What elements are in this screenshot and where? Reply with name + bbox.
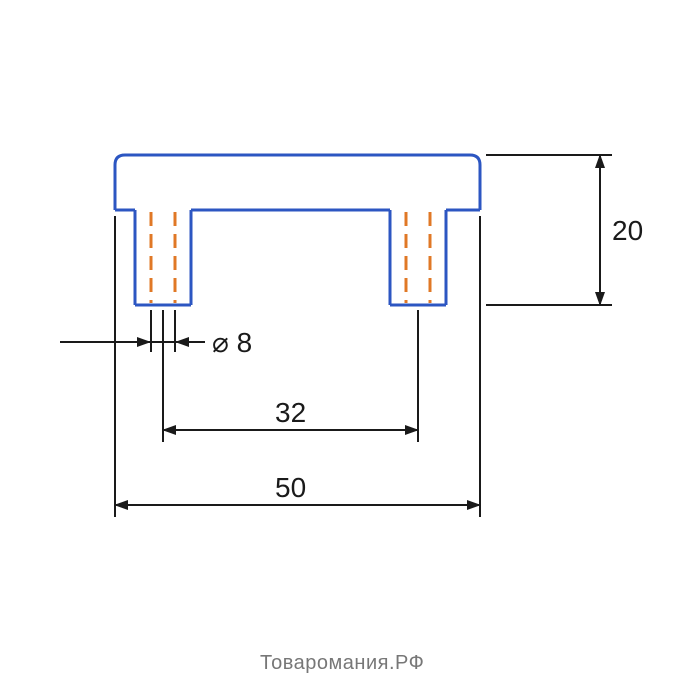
- dim-height-text: 20: [612, 215, 643, 246]
- part-outline: [115, 155, 480, 305]
- dim-width-text: 50: [275, 472, 306, 503]
- dim-spacing-text: 32: [275, 397, 306, 428]
- hidden-bores: [151, 212, 430, 303]
- dim-diameter: [60, 310, 205, 352]
- technical-drawing-svg: 20 ⌀ 8 32 50: [0, 0, 700, 700]
- dim-height: [486, 155, 612, 305]
- watermark-text: Товаромания.РФ: [260, 652, 424, 675]
- drawing-canvas: 20 ⌀ 8 32 50 Товаромания.РФ: [0, 0, 700, 700]
- dim-diameter-text: ⌀ 8: [212, 327, 252, 358]
